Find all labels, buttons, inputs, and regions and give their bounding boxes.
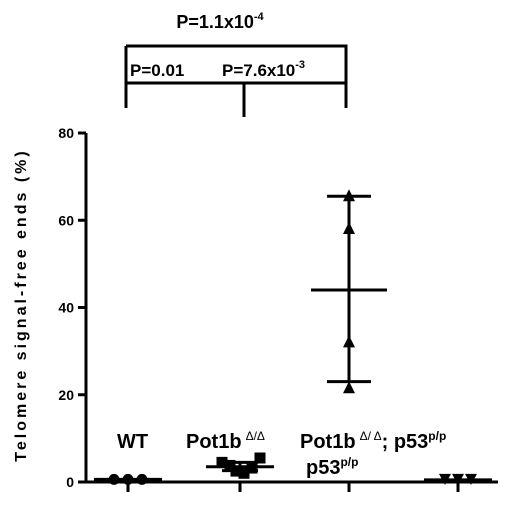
data-point [343,221,355,234]
data-point [224,459,236,471]
bracket-wt-vs-pot1b-p53 [124,44,348,108]
pvalue-right: P=7.6x10-3 [222,59,305,80]
data-point [216,456,228,468]
data-point [452,473,464,485]
y-tick-label: 0 [66,474,74,490]
y-tick-label: 40 [58,300,74,316]
data-marks [94,189,492,485]
y-axis-ticks: 0 20 40 60 80 [58,125,86,490]
y-tick-label: 60 [58,212,74,228]
group-label-p53-line2: p53p/p [306,455,358,479]
data-point [439,473,451,485]
significance-brackets [124,44,348,117]
data-point [122,473,134,485]
y-axis-label: Telomere signal-free ends (%) [13,148,30,461]
y-tick-label: 20 [58,387,74,403]
data-point [465,473,477,485]
data-point [230,465,242,477]
data-point [343,335,355,348]
pvalue-top: P=1.1x10-4 [176,11,264,32]
data-point [343,189,355,202]
group-label-pot1b: Pot1b Δ/Δ [186,429,265,453]
data-point [254,452,266,464]
pvalue-left: P=0.01 [130,61,184,80]
data-point [136,473,148,485]
group-label-wt: WT [117,431,148,453]
y-tick-label: 80 [58,125,74,141]
group-label-pot1b-p53: Pot1b Δ/ Δ; p53p/p [300,429,446,453]
data-point [246,462,258,474]
data-point [108,473,120,485]
data-point [238,467,250,479]
bracket-wt-vs-pot1b [126,81,246,117]
data-point [343,381,355,394]
